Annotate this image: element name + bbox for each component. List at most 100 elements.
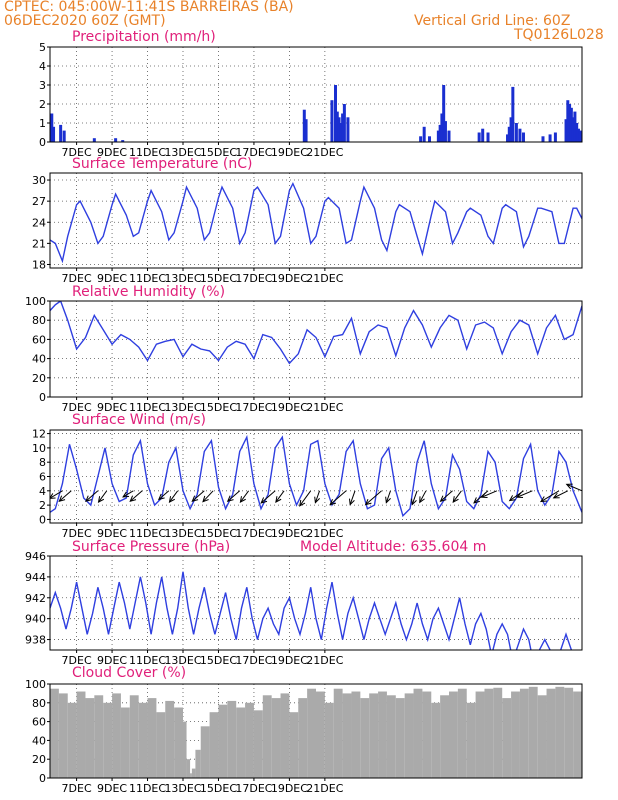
wind-vector-shaft bbox=[540, 490, 560, 502]
wind-ytick-label: 0 bbox=[39, 513, 46, 526]
cloud-ytick-label: 60 bbox=[32, 716, 46, 729]
humidity-xtick-label: 15DEC bbox=[200, 401, 237, 414]
station-line: CPTEC: 045:00W-11:41S BARREIRAS (BA) bbox=[4, 0, 294, 15]
wind-ytick-label: 8 bbox=[39, 456, 46, 469]
pressure-ytick-label: 942 bbox=[25, 592, 46, 605]
temperature-line bbox=[50, 181, 582, 264]
precip-bar bbox=[566, 100, 570, 142]
humidity-ytick-label: 80 bbox=[32, 314, 46, 327]
temperature-xtick-label: 7DEC bbox=[62, 272, 92, 285]
wind-vector-head bbox=[411, 498, 417, 506]
cloud-column bbox=[440, 695, 449, 778]
precip-bar bbox=[52, 126, 56, 142]
wind-vector bbox=[411, 490, 418, 506]
wind-vector bbox=[129, 490, 143, 502]
humidity-panel: 0 20 40 60 80 100 7DEC 9DEC 11DEC13DEC15DEC17DEC… bbox=[25, 284, 583, 414]
cloud-column bbox=[85, 698, 95, 778]
precip-bar bbox=[481, 128, 485, 142]
precipitation-frame bbox=[49, 46, 583, 143]
wind-ytick-label: 12 bbox=[32, 428, 46, 441]
precip-bar bbox=[442, 85, 446, 142]
precip-bar bbox=[548, 134, 552, 142]
wind-line bbox=[50, 434, 582, 518]
wind-vector-shaft bbox=[509, 490, 524, 502]
wind-vector bbox=[480, 490, 498, 499]
wind-xtick-label: 7DEC bbox=[62, 527, 92, 540]
wind-vector-shaft bbox=[299, 490, 312, 507]
humidity-xtick-label: 7DEC bbox=[62, 401, 92, 414]
cloud-column bbox=[262, 695, 272, 778]
wind-vector-shaft bbox=[58, 490, 72, 502]
precip-bar bbox=[50, 113, 54, 142]
humidity-xtick-label: 19DEC bbox=[271, 401, 308, 414]
cloud-column bbox=[236, 707, 246, 778]
humidity-xtick-label: 9DEC bbox=[97, 401, 127, 414]
precip-bar bbox=[342, 104, 346, 142]
cloud-column bbox=[351, 691, 361, 778]
wind-vector bbox=[439, 490, 453, 502]
cloud-column bbox=[129, 695, 139, 778]
pressure-ytick-label: 940 bbox=[25, 613, 46, 626]
wind-vector-head bbox=[226, 495, 234, 502]
precip-bar bbox=[438, 124, 442, 142]
cloud-ytick-label: 100 bbox=[25, 678, 46, 691]
wind-vector-head bbox=[299, 499, 306, 507]
wind-vector-head bbox=[202, 495, 209, 503]
precip-bar bbox=[564, 119, 568, 142]
precip-bar bbox=[518, 128, 522, 142]
temperature-frame bbox=[49, 172, 583, 269]
wind-vector-head bbox=[329, 498, 337, 506]
temperature-xtick-label: 15DEC bbox=[200, 272, 237, 285]
wind-vector-shaft bbox=[85, 490, 99, 502]
wind-vector-head bbox=[58, 495, 66, 502]
temperature-ytick-label: 27 bbox=[32, 195, 46, 208]
wind-xtick-label: 11DEC bbox=[129, 527, 166, 540]
cloud-column bbox=[378, 691, 387, 778]
wind-vector-head bbox=[85, 495, 92, 502]
humidity-line bbox=[50, 301, 582, 365]
cloud-column bbox=[195, 749, 201, 778]
humidity-ytick-label: 40 bbox=[32, 353, 46, 366]
pressure-panel: 938 940 942 944 946 7DEC 9DEC 11DEC13DEC15DEC17… bbox=[25, 539, 583, 667]
cloud-panel: 0 20 40 60 80 100 7DEC 9DEC 11DEC13DEC15DEC17DEC… bbox=[25, 665, 583, 795]
cloud-column bbox=[120, 707, 130, 778]
temperature-ytick-label: 30 bbox=[32, 174, 46, 187]
wind-vector-head bbox=[364, 498, 372, 506]
precip-bar bbox=[62, 130, 66, 142]
wind-vector-shaft bbox=[516, 490, 533, 498]
wind-vector-head bbox=[314, 496, 320, 504]
cloud-column bbox=[271, 698, 281, 778]
precip-bar bbox=[447, 130, 451, 142]
precip-bar bbox=[121, 140, 125, 142]
wind-vector-head bbox=[348, 498, 355, 506]
cloud-column bbox=[218, 704, 228, 778]
wind-vector-shaft bbox=[452, 490, 462, 503]
cloud-xtick-label: 7DEC bbox=[62, 782, 92, 795]
wind-vector-head bbox=[275, 496, 282, 504]
wind-vector-head bbox=[157, 493, 165, 501]
wind-vector bbox=[329, 490, 347, 506]
cloud-column bbox=[289, 712, 299, 778]
wind-vector-shaft bbox=[385, 490, 391, 503]
precip-bar bbox=[575, 123, 579, 142]
precip-bar bbox=[486, 132, 490, 142]
wind-vector-shaft bbox=[275, 490, 285, 503]
wind-vector-head bbox=[473, 497, 480, 504]
humidity-ytick-label: 0 bbox=[39, 391, 46, 404]
cloud-column bbox=[457, 688, 467, 778]
precip-bar bbox=[302, 109, 306, 142]
pressure-line bbox=[50, 571, 582, 650]
wind-xtick-label: 17DEC bbox=[235, 527, 272, 540]
precipitation-title: Precipitation (mm/h) bbox=[72, 29, 216, 45]
precip-bar bbox=[304, 119, 308, 142]
cloud-column bbox=[280, 693, 290, 778]
wind-vector-shaft bbox=[129, 490, 143, 502]
temperature-ytick-label: 18 bbox=[32, 258, 46, 271]
cloud-column bbox=[564, 687, 574, 778]
wind-ytick-label: 4 bbox=[39, 485, 46, 498]
vertical-grid-label: Vertical Grid Line: 60Z bbox=[414, 13, 571, 29]
cloud-ytick-label: 20 bbox=[32, 753, 46, 766]
pressure-xtick-label: 19DEC bbox=[271, 654, 308, 667]
precip-bar bbox=[509, 117, 513, 142]
wind-vector bbox=[364, 490, 382, 506]
